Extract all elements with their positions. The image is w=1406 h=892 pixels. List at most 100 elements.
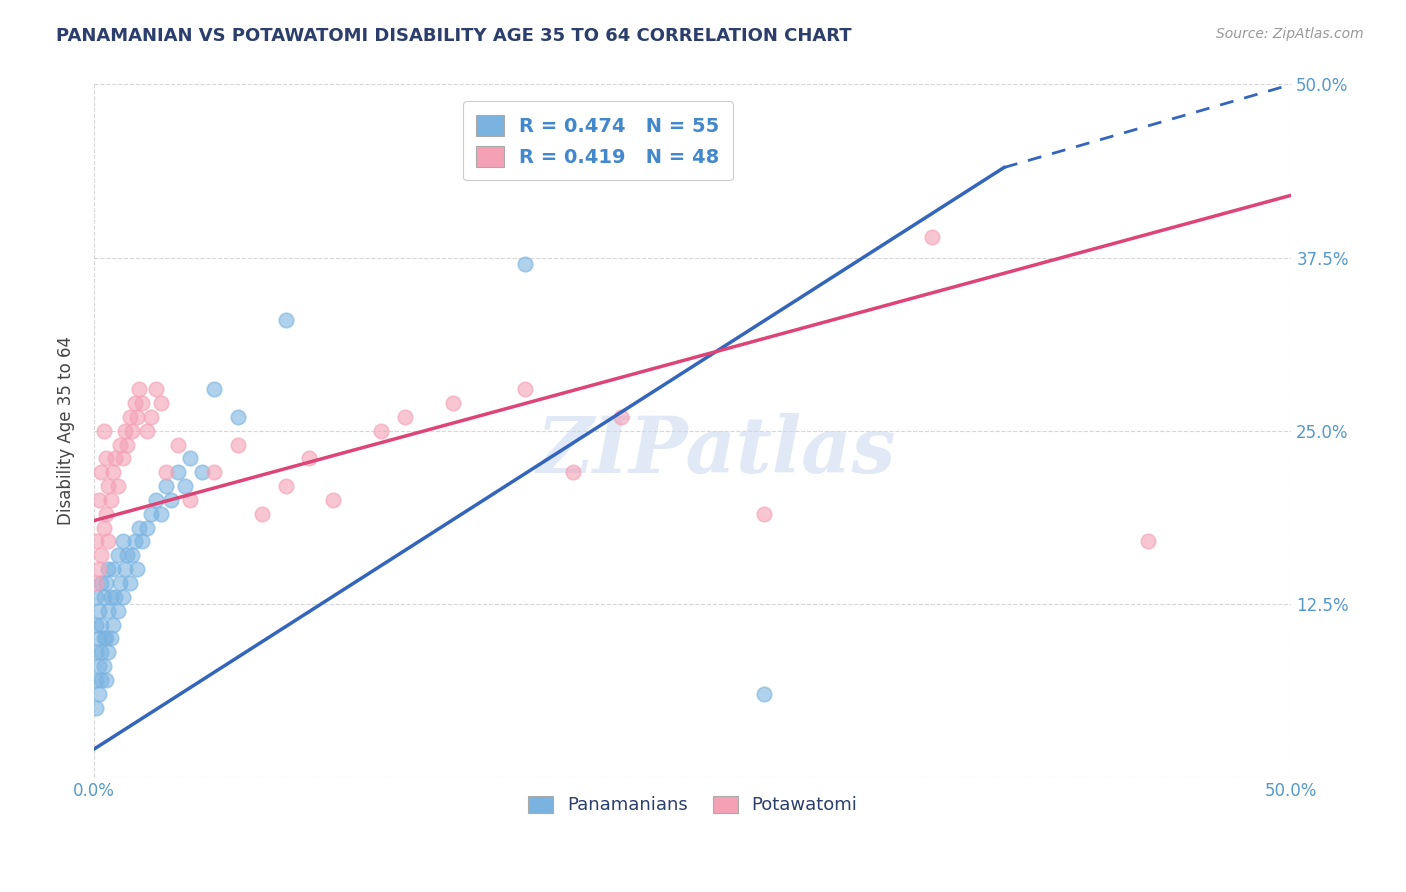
Point <box>90 549 112 563</box>
Point <box>86 590 108 604</box>
Point <box>121 424 143 438</box>
Point <box>107 604 129 618</box>
Point <box>93 520 115 534</box>
Text: ZIPatlas: ZIPatlas <box>537 413 896 490</box>
Point <box>118 576 141 591</box>
Point <box>298 451 321 466</box>
Point <box>90 645 112 659</box>
Point <box>101 465 124 479</box>
Point <box>226 409 249 424</box>
Point <box>86 617 108 632</box>
Point <box>921 229 943 244</box>
Point <box>124 396 146 410</box>
Point <box>561 465 583 479</box>
Point <box>141 409 163 424</box>
Point <box>513 257 536 271</box>
Point <box>610 409 633 424</box>
Point <box>370 424 392 438</box>
Point <box>149 507 172 521</box>
Point <box>754 687 776 701</box>
Point <box>90 673 112 687</box>
Point <box>101 617 124 632</box>
Point <box>155 465 177 479</box>
Text: Source: ZipAtlas.com: Source: ZipAtlas.com <box>1216 27 1364 41</box>
Point <box>97 562 120 576</box>
Point <box>441 396 464 410</box>
Point <box>124 534 146 549</box>
Point <box>513 382 536 396</box>
Point <box>104 451 127 466</box>
Point <box>117 437 139 451</box>
Point <box>394 409 416 424</box>
Point <box>100 632 122 646</box>
Point <box>274 479 297 493</box>
Point <box>86 700 108 714</box>
Point <box>87 687 110 701</box>
Point <box>111 590 134 604</box>
Point <box>250 507 273 521</box>
Point <box>107 479 129 493</box>
Point <box>110 437 132 451</box>
Point <box>125 562 148 576</box>
Point <box>94 632 117 646</box>
Point <box>179 492 201 507</box>
Point <box>131 396 153 410</box>
Point <box>135 520 157 534</box>
Point <box>87 632 110 646</box>
Point <box>94 507 117 521</box>
Point <box>1136 534 1159 549</box>
Point <box>93 659 115 673</box>
Point <box>86 576 108 591</box>
Point <box>166 465 188 479</box>
Point <box>97 534 120 549</box>
Point <box>118 409 141 424</box>
Point <box>93 632 115 646</box>
Point <box>111 534 134 549</box>
Point <box>226 437 249 451</box>
Point <box>87 562 110 576</box>
Point <box>322 492 344 507</box>
Point <box>90 617 112 632</box>
Point <box>86 534 108 549</box>
Text: PANAMANIAN VS POTAWATOMI DISABILITY AGE 35 TO 64 CORRELATION CHART: PANAMANIAN VS POTAWATOMI DISABILITY AGE … <box>56 27 852 45</box>
Point <box>94 576 117 591</box>
Point <box>87 659 110 673</box>
Point <box>149 396 172 410</box>
Point <box>145 382 167 396</box>
Point <box>86 645 108 659</box>
Point <box>90 465 112 479</box>
Point <box>202 382 225 396</box>
Point <box>93 424 115 438</box>
Point <box>97 604 120 618</box>
Point <box>87 604 110 618</box>
Point <box>100 590 122 604</box>
Point <box>111 451 134 466</box>
Point <box>97 645 120 659</box>
Point <box>104 590 127 604</box>
Point <box>145 492 167 507</box>
Point <box>97 479 120 493</box>
Point <box>174 479 197 493</box>
Point <box>93 590 115 604</box>
Point <box>101 562 124 576</box>
Y-axis label: Disability Age 35 to 64: Disability Age 35 to 64 <box>58 336 75 525</box>
Legend: Panamanians, Potawatomi: Panamanians, Potawatomi <box>519 786 866 824</box>
Point <box>107 549 129 563</box>
Point <box>86 673 108 687</box>
Point <box>121 549 143 563</box>
Point <box>90 576 112 591</box>
Point <box>131 534 153 549</box>
Point <box>274 313 297 327</box>
Point <box>166 437 188 451</box>
Point <box>94 451 117 466</box>
Point <box>135 424 157 438</box>
Point <box>128 520 150 534</box>
Point <box>87 492 110 507</box>
Point <box>114 424 136 438</box>
Point <box>159 492 181 507</box>
Point <box>754 507 776 521</box>
Point <box>128 382 150 396</box>
Point <box>202 465 225 479</box>
Point <box>117 549 139 563</box>
Point <box>125 409 148 424</box>
